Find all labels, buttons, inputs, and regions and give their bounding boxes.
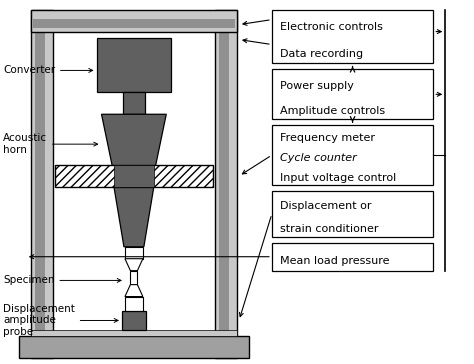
Bar [31,10,53,358]
Bar [33,19,235,28]
Bar [55,165,213,187]
Text: Amplitude controls: Amplitude controls [280,106,385,115]
Bar [215,10,237,358]
Bar [272,70,433,119]
Bar [31,10,237,32]
Bar [31,331,237,336]
Text: Acoustic
horn: Acoustic horn [3,133,98,155]
Bar [219,10,229,358]
Text: Cycle counter: Cycle counter [280,153,356,163]
Text: Electronic controls: Electronic controls [280,22,383,32]
Text: Displacement
amplitude
probe: Displacement amplitude probe [3,304,118,337]
Text: Converter: Converter [3,66,93,75]
Bar [35,10,45,358]
Bar [19,336,249,358]
Bar [272,243,433,271]
Text: Frequency meter: Frequency meter [280,133,375,143]
Bar [53,10,215,340]
Polygon shape [125,259,143,271]
Bar [125,297,143,313]
Text: strain conditioner: strain conditioner [280,224,378,234]
Text: Mean load pressure: Mean load pressure [280,256,389,266]
Text: Specimen: Specimen [3,276,121,285]
Bar [272,125,433,185]
Text: Displacement or: Displacement or [280,201,371,211]
Bar [97,37,171,92]
Polygon shape [114,187,154,247]
Bar [272,10,433,63]
Bar [123,92,145,114]
Bar [130,271,137,285]
Bar [122,310,146,331]
Text: Power supply: Power supply [280,80,354,91]
Text: Data recording: Data recording [280,49,363,59]
Bar [114,165,154,187]
Text: Input voltage control: Input voltage control [280,173,396,183]
Bar [125,247,143,259]
Polygon shape [101,114,166,179]
Bar [272,191,433,237]
Polygon shape [125,285,143,297]
